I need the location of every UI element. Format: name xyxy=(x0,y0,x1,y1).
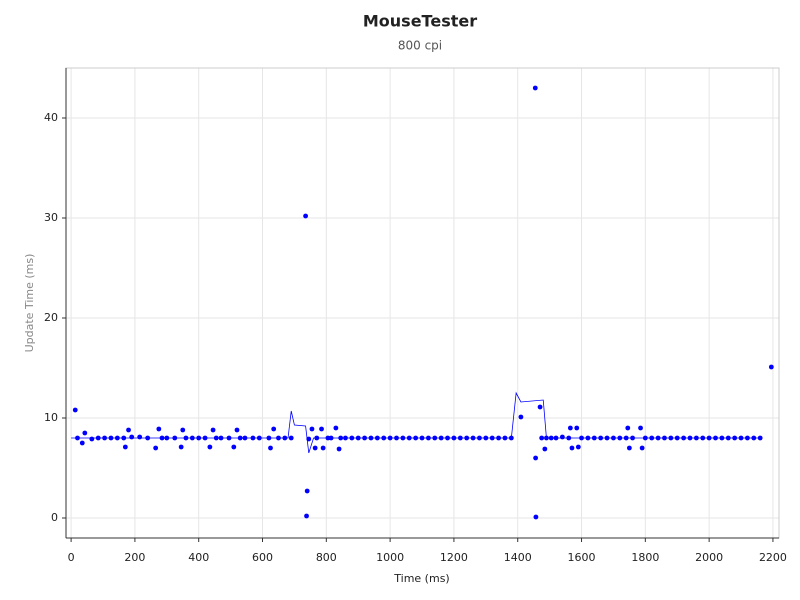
data-point xyxy=(288,435,294,441)
data-point xyxy=(210,427,216,433)
data-point xyxy=(542,446,548,452)
x-tick-label: 1400 xyxy=(504,551,532,564)
data-point xyxy=(312,445,318,451)
data-point xyxy=(768,364,774,370)
data-point xyxy=(304,488,310,494)
y-tick-label: 10 xyxy=(44,411,58,424)
data-point xyxy=(333,425,339,431)
data-point xyxy=(304,513,309,519)
data-point xyxy=(539,435,545,441)
x-tick-label: 1600 xyxy=(568,551,596,564)
data-point xyxy=(537,404,543,410)
x-tick-label: 0 xyxy=(68,551,75,564)
x-tick-label: 1800 xyxy=(631,551,659,564)
data-point xyxy=(234,427,240,433)
y-axis-label: Update Time (ms) xyxy=(23,254,36,353)
plot-frame xyxy=(65,67,780,539)
data-point xyxy=(575,444,581,450)
data-point xyxy=(625,425,631,431)
x-tick-label: 400 xyxy=(188,551,209,564)
data-point xyxy=(72,407,78,413)
data-point xyxy=(559,434,565,440)
x-tick-label: 2200 xyxy=(759,551,787,564)
chart-title: MouseTester xyxy=(363,12,477,31)
data-point xyxy=(639,445,645,451)
data-point xyxy=(626,445,632,451)
chart-subtitle: 800 cpi xyxy=(398,39,442,53)
data-point xyxy=(180,427,186,433)
data-point xyxy=(178,444,184,450)
data-point xyxy=(122,444,128,450)
data-point xyxy=(336,446,342,452)
data-point xyxy=(89,436,95,442)
data-point xyxy=(532,85,538,91)
x-tick-label: 2000 xyxy=(695,551,723,564)
data-point xyxy=(567,425,573,431)
x-tick-label: 800 xyxy=(316,551,337,564)
x-axis-label: Time (ms) xyxy=(393,572,449,585)
data-point xyxy=(268,445,273,451)
data-point xyxy=(137,434,143,440)
data-point xyxy=(207,444,213,450)
data-point xyxy=(153,445,159,451)
data-point xyxy=(303,213,308,219)
data-point xyxy=(231,444,237,450)
trend-line xyxy=(71,391,761,454)
data-point xyxy=(129,434,135,440)
data-point xyxy=(79,440,85,446)
data-point xyxy=(518,414,524,420)
y-tick-label: 20 xyxy=(44,311,58,324)
data-point xyxy=(271,426,277,432)
x-tick-label: 1000 xyxy=(376,551,404,564)
data-point xyxy=(82,430,88,436)
y-tick-label: 0 xyxy=(51,511,58,524)
data-point xyxy=(309,426,315,432)
data-point xyxy=(126,427,131,433)
data-point xyxy=(533,455,538,461)
data-point xyxy=(320,445,326,451)
data-point xyxy=(319,426,324,432)
y-tick-label: 30 xyxy=(44,211,58,224)
data-point xyxy=(574,425,580,431)
data-point xyxy=(533,514,539,520)
data-point xyxy=(638,425,643,431)
y-tick-label: 40 xyxy=(44,111,58,124)
x-tick-label: 1200 xyxy=(440,551,468,564)
x-tick-label: 200 xyxy=(124,551,145,564)
data-point xyxy=(156,426,162,432)
data-point xyxy=(569,445,575,451)
x-tick-label: 600 xyxy=(252,551,273,564)
